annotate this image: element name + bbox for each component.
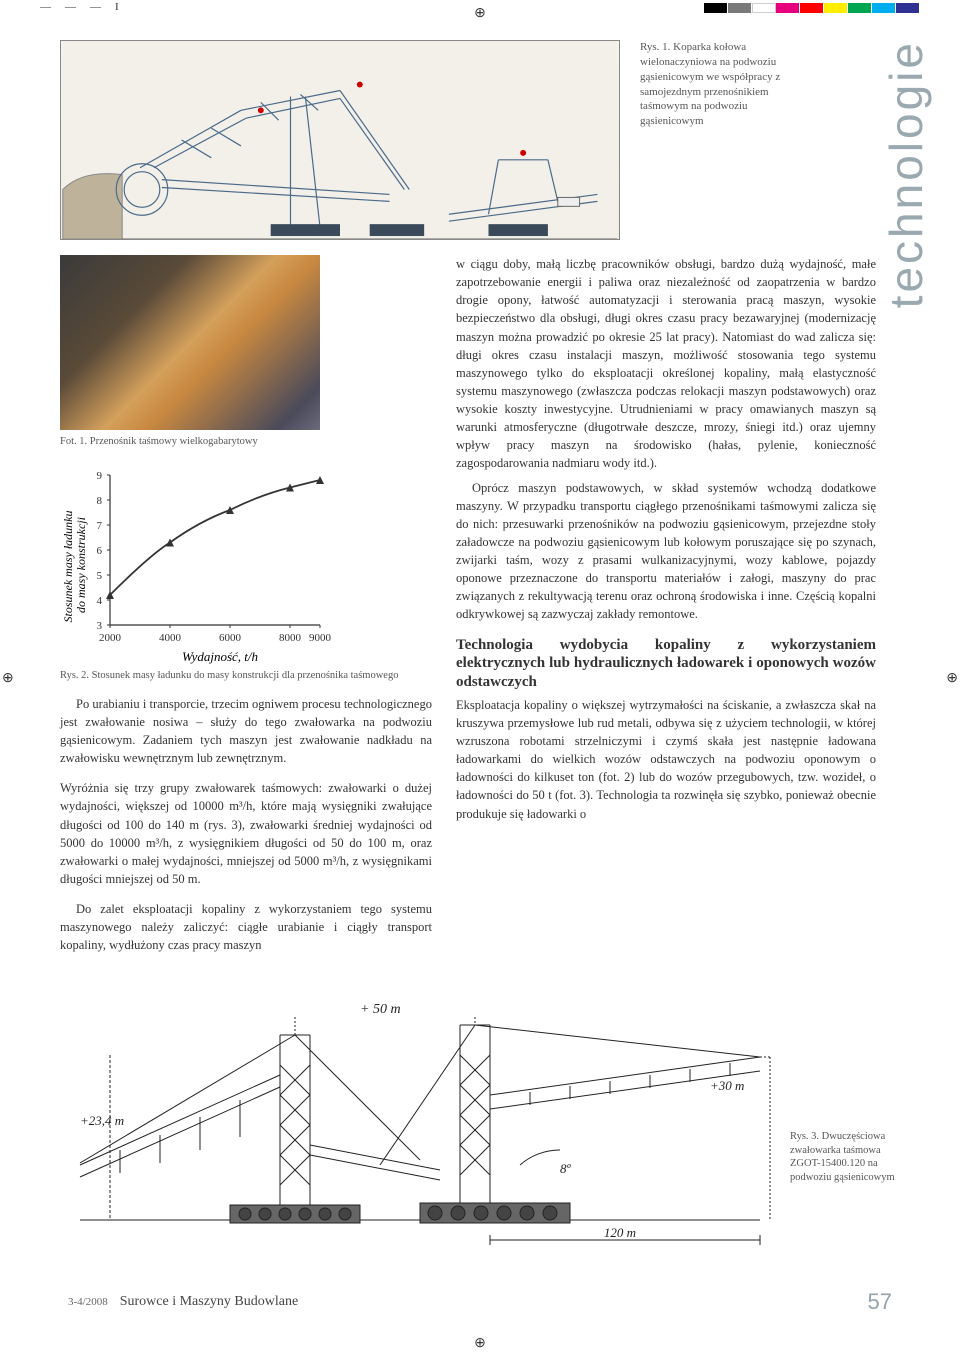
svg-text:120 m: 120 m xyxy=(604,1225,636,1240)
right-para-1: w ciągu doby, małą liczbę pracowników ob… xyxy=(456,255,876,473)
svg-text:6: 6 xyxy=(97,545,103,557)
chart-caption: Rys. 2. Stosunek masy ładunku do masy ko… xyxy=(60,669,432,683)
crop-mark-left: ⊕ xyxy=(2,669,14,689)
svg-text:6000: 6000 xyxy=(219,632,242,644)
figure-1-illustration xyxy=(60,40,620,240)
svg-text:5: 5 xyxy=(97,570,103,582)
right-para-2: Oprócz maszyn podstawowych, w skład syst… xyxy=(456,479,876,624)
chart-line xyxy=(110,480,320,595)
left-para-1: Po urabianiu i transporcie, trzecim ogni… xyxy=(60,695,432,768)
svg-text:+ 50 m: + 50 m xyxy=(360,1002,401,1017)
svg-text:8º: 8º xyxy=(560,1161,572,1176)
crop-mark-right: ⊕ xyxy=(946,669,958,689)
right-column: w ciągu doby, małą liczbę pracowników ob… xyxy=(456,255,876,954)
figure-3-illustration: +23,4 m xyxy=(60,995,780,1255)
page-footer: 3-4/2008 Surowce i Maszyny Budowlane 57 xyxy=(60,1286,900,1318)
footer-page-number: 57 xyxy=(868,1286,892,1318)
figure-1-caption: Rys. 1. Koparka kołowa wielonaczyniowa n… xyxy=(640,40,790,129)
svg-text:7: 7 xyxy=(97,520,103,532)
svg-text:2000: 2000 xyxy=(99,632,122,644)
svg-text:9000: 9000 xyxy=(309,632,332,644)
crop-mark-top: ⊕ xyxy=(474,4,486,24)
svg-text:4: 4 xyxy=(97,595,103,607)
section-heading: Technologia wydobycia kopaliny z wykorzy… xyxy=(456,636,876,692)
svg-text:9: 9 xyxy=(97,470,103,482)
footer-issue: 3-4/2008 xyxy=(68,1296,108,1308)
chart-xlabel: Wydajność, t/h xyxy=(182,649,258,664)
left-para-2: Wyróżnia się trzy grupy zwałowarek taśmo… xyxy=(60,779,432,888)
right-para-3: Eksploatacja kopaliny o większej wytrzym… xyxy=(456,696,876,823)
left-column: Fot. 1. Przenośnik taśmowy wielkogabaryt… xyxy=(60,255,432,954)
chart-ylabel: Stosunek masy ładunku do masy konstrukcj… xyxy=(61,508,88,623)
svg-text:4000: 4000 xyxy=(159,632,182,644)
chart-figure-2: Stosunek masy ładunku do masy konstrukcj… xyxy=(60,465,340,665)
page-content: technologie xyxy=(60,40,900,1318)
crop-mark-bottom: ⊕ xyxy=(474,1334,486,1354)
photo-1 xyxy=(60,255,320,430)
cb-left-marks: ———I xyxy=(40,0,119,16)
cb-swatches xyxy=(704,3,920,13)
svg-text:+23,4 m: +23,4 m xyxy=(80,1113,124,1128)
figure-3-caption: Rys. 3. Dwuczęściowa zwałowarka taśmowa … xyxy=(790,1130,910,1185)
svg-text:8: 8 xyxy=(97,495,103,507)
svg-text:8000: 8000 xyxy=(279,632,302,644)
svg-text:+30 m: +30 m xyxy=(710,1078,744,1093)
photo-1-caption: Fot. 1. Przenośnik taśmowy wielkogabaryt… xyxy=(60,434,432,449)
svg-text:3: 3 xyxy=(97,620,103,632)
footer-journal: Surowce i Maszyny Budowlane xyxy=(120,1294,298,1309)
left-para-3: Do zalet eksploatacji kopaliny z wykorzy… xyxy=(60,900,432,954)
